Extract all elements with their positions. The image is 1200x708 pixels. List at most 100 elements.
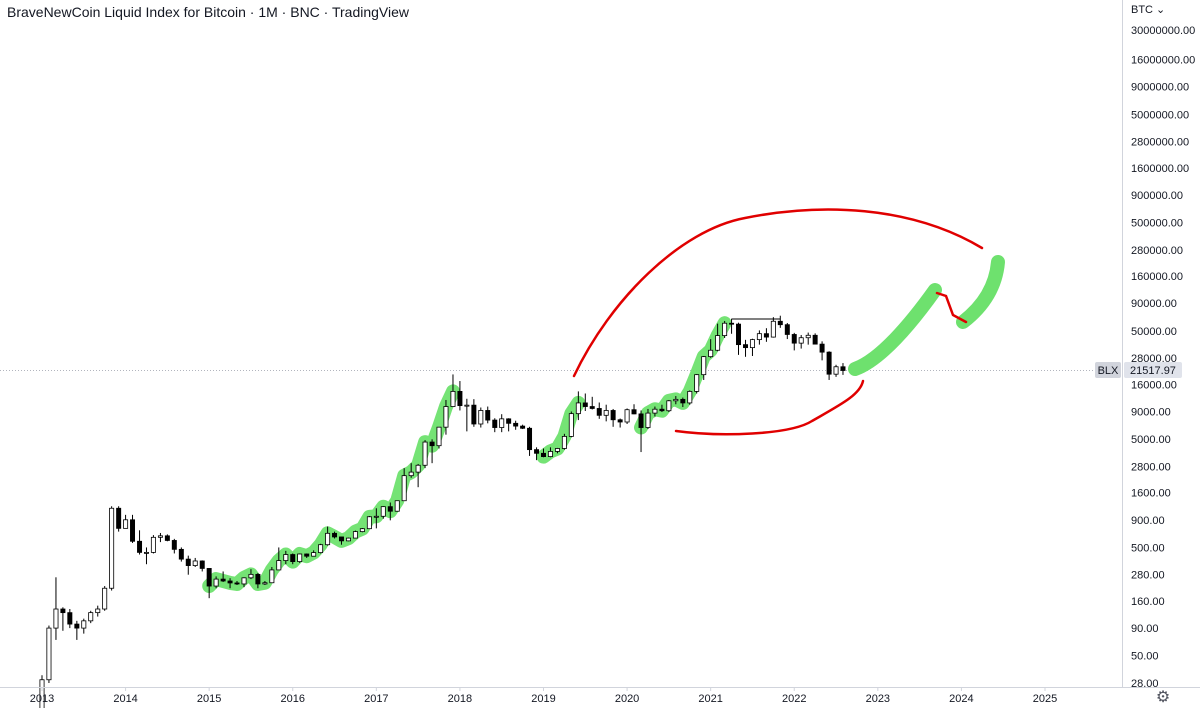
candle-body	[680, 398, 686, 404]
x-tick-label: 2023	[866, 693, 890, 705]
candle-body	[833, 366, 839, 375]
x-tick-label: 2016	[281, 693, 305, 705]
candle-body	[541, 452, 546, 457]
candle-body	[708, 349, 714, 358]
y-tick-label: 28.00	[1131, 678, 1159, 690]
candle-body	[164, 535, 170, 541]
y-tick-label: 1600.00	[1131, 488, 1171, 500]
candle-body	[157, 535, 163, 538]
candle-body	[478, 410, 484, 425]
price-axis[interactable]: 30000000.00 16000000.00 9000000.00 5000000.…	[1131, 25, 1195, 690]
candle-body	[603, 410, 609, 416]
y-tick-label: 90000.00	[1131, 298, 1177, 310]
candle-body	[185, 558, 191, 566]
candle-body	[318, 544, 324, 554]
candle-body	[234, 582, 240, 585]
candle-body	[666, 400, 672, 412]
candle-body	[213, 578, 219, 587]
candle-body	[304, 553, 310, 557]
y-tick-label: 160.00	[1131, 596, 1165, 608]
candle-body	[492, 419, 498, 428]
candle-body	[443, 406, 449, 428]
y-tick-label: 900.00	[1131, 515, 1165, 527]
candle-body	[694, 374, 700, 392]
candle-body	[485, 410, 491, 421]
candle-body	[770, 320, 776, 338]
candle-body	[60, 608, 66, 614]
candle-body	[227, 580, 233, 584]
candle-body	[143, 551, 149, 554]
candle-body	[756, 333, 762, 341]
candle-body	[499, 418, 505, 428]
candle-body	[88, 612, 94, 622]
candle-body	[722, 322, 728, 336]
x-tick-label: 2014	[113, 693, 137, 705]
y-tick-label: 280000.00	[1131, 245, 1183, 257]
candle-body	[659, 408, 665, 412]
candle-body	[109, 507, 115, 589]
candle-body	[457, 390, 463, 407]
y-tick-label: 2800000.00	[1131, 137, 1189, 149]
candle-body	[840, 366, 846, 371]
x-tick-label: 2022	[782, 693, 806, 705]
candle-body	[352, 531, 358, 539]
candle-body	[394, 500, 400, 512]
y-tick-label: 280.00	[1131, 570, 1165, 582]
candle-body	[520, 425, 526, 429]
gear-icon[interactable]: ⚙	[1155, 689, 1171, 706]
candle-body	[283, 554, 289, 561]
candlestick-series	[39, 315, 846, 708]
candle-body	[749, 339, 755, 349]
candle-body	[192, 560, 198, 566]
candle-body	[422, 441, 428, 466]
time-axis[interactable]: 2013 2014 2015 2016 2017 2018 2019 2020 2021 2022…	[30, 687, 1057, 705]
candle-body	[554, 448, 560, 452]
candle-body	[819, 343, 825, 353]
y-tick-label: 50.00	[1131, 651, 1159, 663]
candle-body	[617, 419, 623, 423]
candle-body	[325, 532, 331, 546]
y-tick-label: 9000.00	[1131, 407, 1171, 419]
candle-body	[248, 573, 254, 579]
candle-body	[729, 322, 735, 325]
candle-body	[429, 441, 435, 447]
candle-body	[150, 536, 156, 553]
y-tick-label: 900000.00	[1131, 190, 1183, 202]
candle-body	[534, 449, 540, 454]
candle-body	[652, 408, 658, 414]
x-tick-label: 2015	[197, 693, 221, 705]
red-dip-stroke	[935, 291, 968, 324]
green-projection-stroke	[956, 255, 1005, 329]
candle-body	[74, 623, 80, 629]
candle-body	[715, 335, 721, 351]
currency-selector[interactable]: BTC ⌄	[1131, 4, 1166, 16]
candle-body	[46, 627, 52, 681]
candle-body	[743, 344, 749, 349]
candle-body	[262, 582, 268, 585]
candle-body	[332, 532, 338, 538]
candle-body	[506, 418, 512, 424]
candle-body	[763, 333, 769, 338]
y-tick-label: 160000.00	[1131, 271, 1183, 283]
x-tick-label: 2024	[949, 693, 973, 705]
candle-body	[464, 404, 470, 407]
candle-body	[471, 404, 477, 425]
candle-body	[130, 519, 136, 542]
candle-body	[380, 506, 386, 517]
candle-body	[784, 324, 790, 335]
red-arc-annotations	[572, 208, 984, 436]
candle-body	[373, 515, 379, 518]
y-tick-label: 500.00	[1131, 542, 1165, 554]
candle-body	[123, 519, 129, 529]
candle-body	[547, 451, 553, 457]
green-projection-stroke	[848, 283, 942, 376]
last-price-tag: 21517.97	[1130, 365, 1176, 377]
candle-body	[777, 320, 783, 326]
y-tick-label: 30000000.00	[1131, 25, 1195, 37]
candle-body	[366, 516, 372, 530]
candle-body	[638, 413, 644, 428]
candle-body	[81, 620, 87, 629]
candle-body	[387, 506, 393, 512]
symbol-tag: BLX	[1098, 365, 1119, 377]
